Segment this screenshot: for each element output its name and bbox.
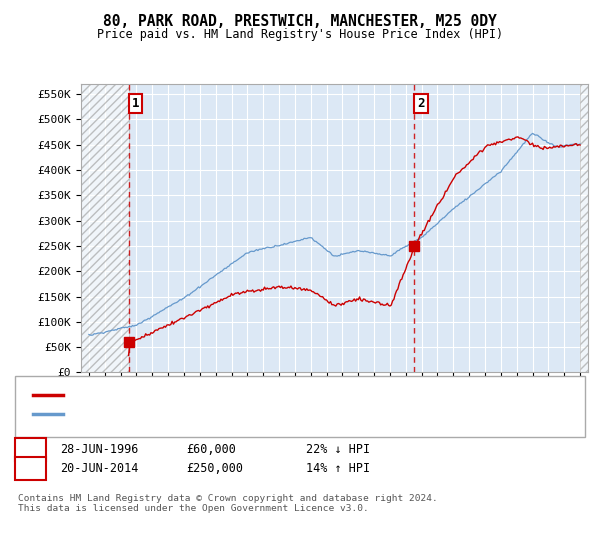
Text: Price paid vs. HM Land Registry's House Price Index (HPI): Price paid vs. HM Land Registry's House … [97,28,503,41]
Text: 20-JUN-2014: 20-JUN-2014 [60,462,139,475]
Text: Contains HM Land Registry data © Crown copyright and database right 2024.
This d: Contains HM Land Registry data © Crown c… [18,494,438,514]
Text: 2: 2 [417,97,424,110]
Text: HPI: Average price, detached house, Bury: HPI: Average price, detached house, Bury [69,409,329,419]
Text: £250,000: £250,000 [186,462,243,475]
Text: 1: 1 [132,97,139,110]
Text: 2: 2 [27,462,34,475]
Text: 22% ↓ HPI: 22% ↓ HPI [306,443,370,456]
Text: £60,000: £60,000 [186,443,236,456]
Text: 28-JUN-1996: 28-JUN-1996 [60,443,139,456]
Text: 14% ↑ HPI: 14% ↑ HPI [306,462,370,475]
Bar [81,84,128,372]
Text: 80, PARK ROAD, PRESTWICH, MANCHESTER, M25 0DY: 80, PARK ROAD, PRESTWICH, MANCHESTER, M2… [103,14,497,29]
Text: 80, PARK ROAD, PRESTWICH, MANCHESTER, M25 0DY (detached house): 80, PARK ROAD, PRESTWICH, MANCHESTER, M2… [69,390,472,400]
Text: 1: 1 [27,443,34,456]
Bar [580,84,588,372]
